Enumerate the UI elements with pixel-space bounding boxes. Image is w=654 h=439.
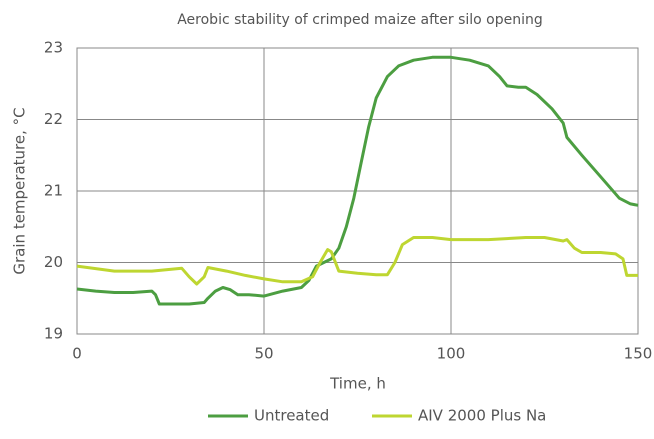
legend-label: Untreated (254, 407, 329, 425)
legend-label: AIV 2000 Plus Na (418, 407, 546, 425)
series-line (76, 55, 639, 306)
x-axis-label: Time, h (329, 375, 386, 393)
x-tick-label: 0 (72, 345, 82, 363)
y-tick-label: 19 (44, 325, 63, 343)
y-axis-label: Grain temperature, °C (11, 107, 29, 274)
y-tick-label: 23 (44, 39, 63, 57)
chart-title: Aerobic stability of crimped maize after… (177, 12, 543, 28)
y-tick-label: 21 (44, 182, 63, 200)
x-tick-label: 50 (254, 345, 273, 363)
y-tick-label: 20 (44, 253, 63, 271)
x-tick-label: 100 (437, 345, 466, 363)
y-tick-label: 22 (44, 110, 63, 128)
series-line (76, 236, 638, 286)
x-tick-label: 150 (624, 345, 653, 363)
